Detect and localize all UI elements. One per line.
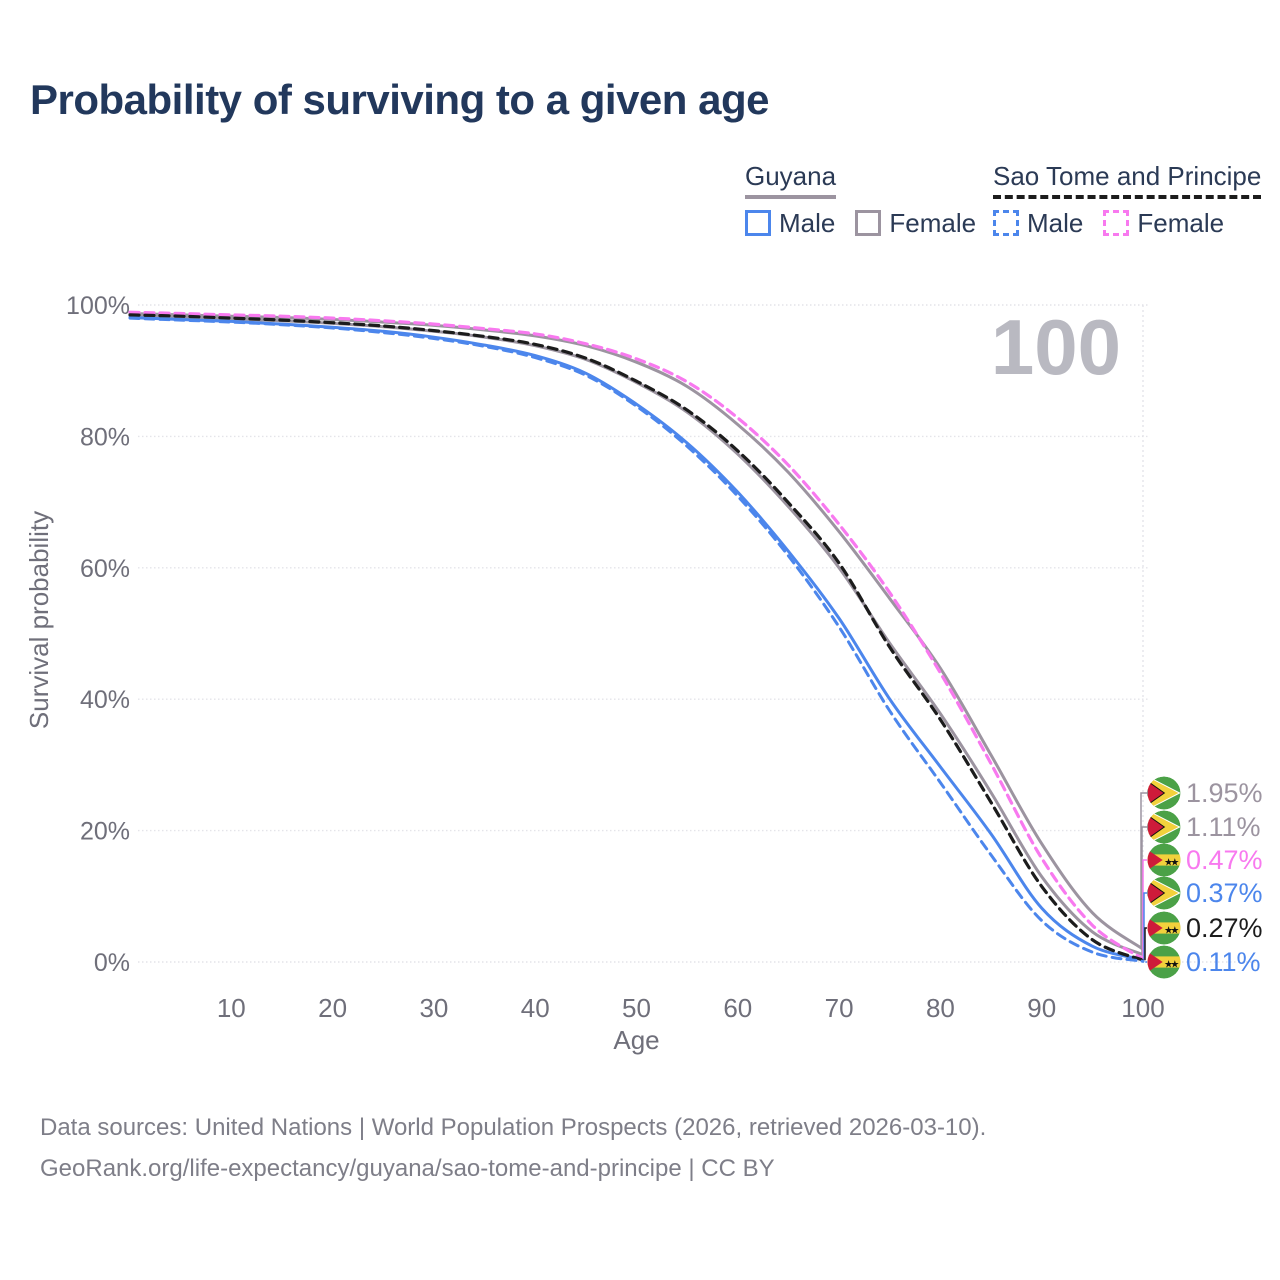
footer-datasource: Data sources: United Nations | World Pop…: [40, 1114, 987, 1141]
end-label-value: 0.27%: [1186, 913, 1263, 943]
end-label-sao-tome-and-principe-male: ★★ 0.11%: [1145, 945, 1261, 979]
x-tick-label: 40: [521, 993, 550, 1023]
legend-item-sao-tome-male[interactable]: Male: [993, 208, 1083, 239]
age-counter-watermark: 100: [991, 303, 1121, 391]
leader-line: [1144, 927, 1147, 961]
end-label-sao-tome-and-principe: ★★ 0.27%: [1144, 911, 1263, 961]
end-label-guyana-female: 1.95%: [1140, 776, 1263, 950]
legend-swatch-guyana-male: [745, 210, 771, 237]
page-title: Probability of surviving to a given age: [30, 76, 769, 123]
legend-group-sao-tome: Sao Tome and Principe Male Female: [993, 162, 1262, 239]
series-line-sao-tome-and-principe-male: [128, 316, 1145, 963]
y-axis-title: Survival probability: [24, 511, 54, 729]
legend-item-label: Male: [779, 207, 836, 238]
y-tick-label: 80%: [80, 423, 130, 451]
end-label-value: 1.95%: [1186, 778, 1263, 808]
end-label-guyana: 1.11%: [1141, 810, 1261, 955]
end-label-value: 0.47%: [1186, 845, 1263, 875]
star-glyph: ★: [1164, 925, 1173, 936]
star-glyph: ★: [1170, 857, 1179, 868]
legend-group-title-sao-tome: Sao Tome and Principe: [993, 162, 1262, 199]
leader-line: [1142, 859, 1147, 959]
sao-tome-flag-icon: ★★: [1147, 945, 1181, 979]
guyana-flag-icon: [1147, 776, 1181, 810]
guyana-flag-icon: [1147, 810, 1181, 844]
x-tick-label: 90: [1027, 993, 1056, 1023]
y-tick-label: 20%: [80, 818, 130, 846]
x-tick-label: 30: [419, 993, 448, 1023]
end-label-value: 0.37%: [1186, 878, 1263, 908]
x-tick-label: 100: [1121, 993, 1164, 1023]
series-line-sao-tome-and-principe-female: [128, 310, 1145, 961]
sao-tome-flag-icon: ★★: [1147, 911, 1181, 945]
star-glyph: ★: [1170, 925, 1179, 936]
sao-tome-flag-icon: ★★: [1147, 843, 1181, 877]
legend-item-guyana-male[interactable]: Male: [745, 208, 835, 239]
star-glyph: ★: [1170, 959, 1179, 970]
x-tick-label: 20: [318, 993, 347, 1023]
legend-swatch-guyana-female: [855, 210, 882, 237]
x-axis-title: Age: [613, 1025, 659, 1055]
end-label-value: 0.11%: [1186, 947, 1261, 977]
star-glyph: ★: [1164, 857, 1173, 868]
x-tick-label: 60: [723, 993, 752, 1023]
end-label-sao-tome-and-principe-female: ★★ 0.47%: [1142, 843, 1263, 959]
end-label-guyana-male: 0.37%: [1143, 876, 1263, 960]
star-glyph: ★: [1164, 959, 1173, 970]
leader-line: [1141, 826, 1147, 955]
y-tick-label: 60%: [80, 555, 130, 583]
guyana-flag-icon: [1147, 876, 1181, 910]
legend-swatch-sao-tome-male: [993, 210, 1019, 237]
series-line-sao-tome-and-principe: [128, 313, 1145, 962]
legend-item-label: Female: [1137, 207, 1225, 238]
y-tick-label: 40%: [80, 686, 130, 714]
leader-line: [1140, 792, 1147, 950]
x-tick-label: 10: [217, 993, 246, 1023]
legend-item-guyana-female[interactable]: Female: [855, 208, 976, 239]
legend-group-guyana: Guyana Male Female: [745, 162, 976, 239]
series-line-guyana-male: [128, 316, 1145, 962]
legend-item-label: Female: [889, 207, 977, 238]
x-tick-label: 50: [622, 993, 651, 1023]
legend-group-title-guyana: Guyana: [745, 162, 837, 199]
x-tick-label: 70: [825, 993, 854, 1023]
end-label-value: 1.11%: [1186, 812, 1261, 842]
leader-line: [1145, 961, 1147, 963]
legend-item-sao-tome-female[interactable]: Female: [1103, 208, 1224, 239]
y-tick-label: 100%: [66, 292, 130, 320]
legend-swatch-sao-tome-female: [1103, 210, 1130, 237]
footer-attribution: GeoRank.org/life-expectancy/guyana/sao-t…: [40, 1154, 775, 1182]
footer: Data sources: United Nations | World Pop…: [40, 1108, 986, 1190]
leader-line: [1143, 892, 1147, 960]
x-tick-label: 80: [926, 993, 955, 1023]
legend-item-label: Male: [1027, 207, 1084, 238]
y-tick-label: 0%: [94, 949, 130, 977]
series-line-guyana: [128, 314, 1145, 957]
